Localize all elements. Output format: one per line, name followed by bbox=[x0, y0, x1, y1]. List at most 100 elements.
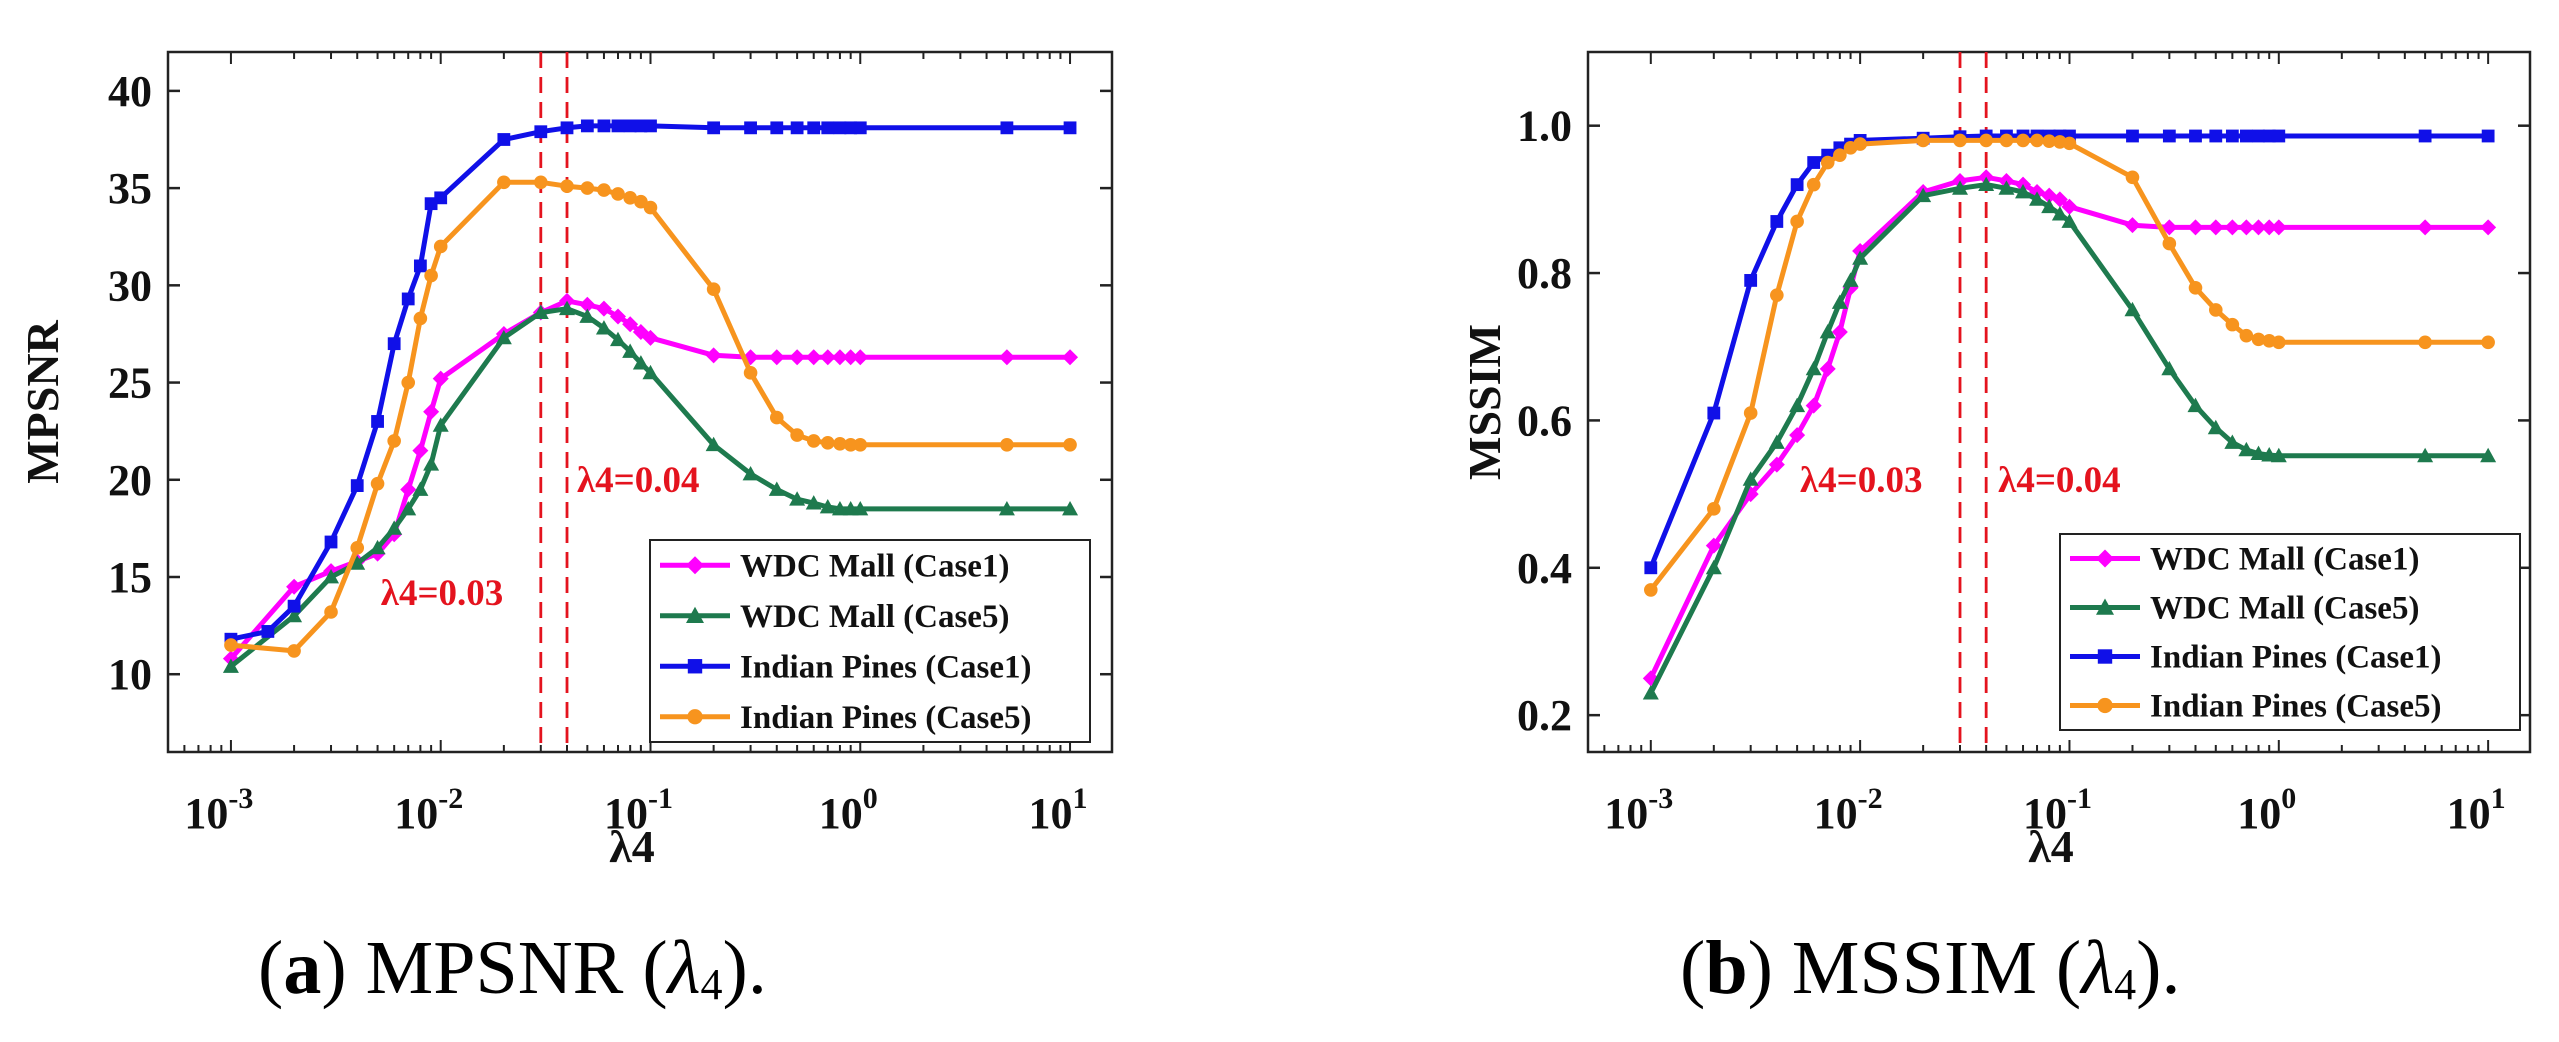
caption-mpsnr: (a) MPSNR (λ4). bbox=[258, 926, 767, 1010]
data-point-indian-pines-case5 bbox=[1644, 583, 1658, 597]
data-point-wdc-mall-case5 bbox=[2187, 397, 2204, 413]
data-point-indian-pines-case5 bbox=[853, 437, 868, 452]
caption-close: ). bbox=[2136, 926, 2181, 1010]
x-axis: 10-3 10-2 10-1 100 101 bbox=[1603, 52, 2506, 838]
caption-mssim: (b) MSSIM (λ4). bbox=[1680, 926, 2181, 1010]
reference-lines: λ4=0.03 λ4=0.04 bbox=[1800, 52, 2121, 752]
data-point-wdc-mall-case5 bbox=[1705, 559, 1722, 575]
legend: WDC Mall (Case1) WDC Mall (Case5) Indian P… bbox=[649, 539, 1091, 743]
legend-marker-indian-pines-case5 bbox=[687, 709, 703, 725]
data-point-indian-pines-case1 bbox=[287, 599, 301, 613]
data-point-indian-pines-case5 bbox=[2418, 335, 2432, 350]
data-point-indian-pines-case1 bbox=[807, 121, 821, 135]
data-point-wdc-mall-case5 bbox=[2029, 191, 2046, 206]
data-point-wdc-mall-case5 bbox=[642, 364, 659, 380]
data-point-indian-pines-case5 bbox=[2239, 328, 2254, 343]
data-point-indian-pines-case5 bbox=[2162, 236, 2177, 251]
data-point-indian-pines-case5 bbox=[1979, 133, 1993, 148]
data-point-indian-pines-case5 bbox=[401, 375, 416, 390]
legend-label-indian-pines-case5: Indian Pines (Case5) bbox=[740, 700, 1032, 736]
data-point-wdc-mall-case5 bbox=[1805, 360, 1822, 376]
data-point-indian-pines-case5 bbox=[743, 366, 758, 380]
data-point-wdc-mall-case1 bbox=[805, 349, 822, 366]
x-tick-label: 10-2 bbox=[394, 782, 463, 838]
y-tick-label: 10 bbox=[108, 650, 152, 699]
legend-marker-indian-pines-case5 bbox=[2097, 697, 2113, 714]
data-point-wdc-mall-case5 bbox=[2041, 198, 2058, 214]
data-point-wdc-mall-case5 bbox=[705, 436, 722, 452]
legend-label-indian-pines-case5: Indian Pines (Case5) bbox=[2150, 689, 2442, 725]
data-point-wdc-mall-case5 bbox=[1842, 272, 1859, 287]
data-point-indian-pines-case5 bbox=[1833, 148, 1847, 162]
data-point-wdc-mall-case5 bbox=[2480, 447, 2497, 463]
x-tick-label: 10-3 bbox=[1604, 782, 1673, 838]
data-point-indian-pines-case5 bbox=[2125, 170, 2140, 185]
data-point-wdc-mall-case5 bbox=[1768, 434, 1785, 449]
data-point-indian-pines-case5 bbox=[324, 605, 338, 619]
data-point-indian-pines-case1 bbox=[2209, 129, 2223, 143]
chart-mpsnr: 10 15 20 25 30 35 40 10-3 10-2 10-1 100 101 λ4 MPSNR λ… bbox=[17, 50, 1114, 872]
data-point-indian-pines-case5 bbox=[1853, 137, 1867, 151]
data-point-wdc-mall-case5 bbox=[632, 355, 649, 370]
data-point-indian-pines-case5 bbox=[1916, 133, 1930, 148]
data-point-indian-pines-case5 bbox=[2030, 133, 2044, 148]
caption-symbol: λ bbox=[667, 926, 701, 1010]
series-group bbox=[1642, 129, 2497, 700]
x-axis-label: λ4 bbox=[609, 821, 655, 872]
data-point-indian-pines-case5 bbox=[2481, 335, 2495, 350]
data-point-indian-pines-case1 bbox=[2162, 129, 2176, 143]
y-tick-label: 0.8 bbox=[1517, 249, 1572, 298]
data-point-wdc-mall-case5 bbox=[2224, 434, 2241, 449]
data-point-wdc-mall-case1 bbox=[2270, 219, 2287, 236]
legend-label-wdc-mall-case5: WDC Mall (Case5) bbox=[2150, 591, 2419, 627]
y-tick-label: 25 bbox=[108, 359, 152, 408]
data-point-indian-pines-case5 bbox=[806, 434, 821, 448]
data-point-indian-pines-case1 bbox=[2239, 129, 2253, 143]
data-point-wdc-mall-case5 bbox=[2417, 447, 2434, 463]
data-point-indian-pines-case1 bbox=[324, 535, 338, 549]
y-tick-label: 0.6 bbox=[1517, 396, 1572, 445]
data-point-indian-pines-case1 bbox=[707, 121, 721, 135]
data-point-indian-pines-case5 bbox=[2062, 136, 2077, 151]
x-tick-label: 100 bbox=[2237, 782, 2296, 838]
data-point-wdc-mall-case1 bbox=[423, 403, 440, 420]
data-point-wdc-mall-case5 bbox=[2061, 213, 2078, 228]
legend-label-wdc-mall-case1: WDC Mall (Case1) bbox=[740, 548, 1009, 584]
x-tick-label: 101 bbox=[1029, 782, 1088, 838]
data-point-indian-pines-case1 bbox=[1063, 121, 1077, 135]
data-point-indian-pines-case1 bbox=[833, 121, 847, 135]
data-point-wdc-mall-case5 bbox=[412, 481, 429, 496]
data-point-indian-pines-case5 bbox=[560, 179, 574, 193]
y-axis: 0.2 0.4 0.6 0.8 1.0 bbox=[1517, 102, 2530, 740]
data-point-wdc-mall-case5 bbox=[1062, 500, 1079, 516]
data-point-indian-pines-case1 bbox=[2272, 129, 2286, 143]
legend-marker-wdc-mall-case5 bbox=[686, 606, 704, 623]
data-point-wdc-mall-case1 bbox=[2187, 219, 2204, 236]
data-point-indian-pines-case1 bbox=[413, 259, 427, 273]
y-tick-label: 1.0 bbox=[1517, 102, 1572, 151]
y-axis: 10 15 20 25 30 35 40 bbox=[108, 67, 1112, 699]
x-tick-label: 10-3 bbox=[184, 782, 253, 838]
data-point-indian-pines-case5 bbox=[580, 181, 595, 195]
data-point-wdc-mall-case1 bbox=[1062, 349, 1079, 366]
data-point-indian-pines-case5 bbox=[2272, 335, 2286, 350]
data-point-wdc-mall-case5 bbox=[1819, 324, 1836, 339]
data-point-wdc-mall-case5 bbox=[1915, 187, 1932, 203]
data-point-wdc-mall-case1 bbox=[819, 349, 836, 366]
data-point-wdc-mall-case5 bbox=[423, 456, 440, 471]
y-axis-label: MSSIM bbox=[1459, 324, 1510, 480]
caption-open: ( bbox=[623, 926, 668, 1010]
data-point-indian-pines-case1 bbox=[1790, 178, 1804, 192]
data-point-wdc-mall-case1 bbox=[705, 347, 722, 364]
data-point-wdc-mall-case1 bbox=[2480, 219, 2497, 236]
data-point-indian-pines-case5 bbox=[623, 191, 637, 205]
data-point-indian-pines-case1 bbox=[2126, 129, 2139, 143]
y-tick-label: 30 bbox=[108, 261, 152, 310]
data-point-indian-pines-case1 bbox=[401, 292, 415, 306]
data-point-indian-pines-case5 bbox=[2208, 303, 2223, 317]
caption-label: b bbox=[1705, 926, 1748, 1010]
data-point-indian-pines-case5 bbox=[597, 183, 611, 197]
data-point-wdc-mall-case1 bbox=[1831, 324, 1848, 340]
data-point-wdc-mall-case1 bbox=[2238, 219, 2255, 236]
y-tick-label: 20 bbox=[108, 456, 152, 505]
